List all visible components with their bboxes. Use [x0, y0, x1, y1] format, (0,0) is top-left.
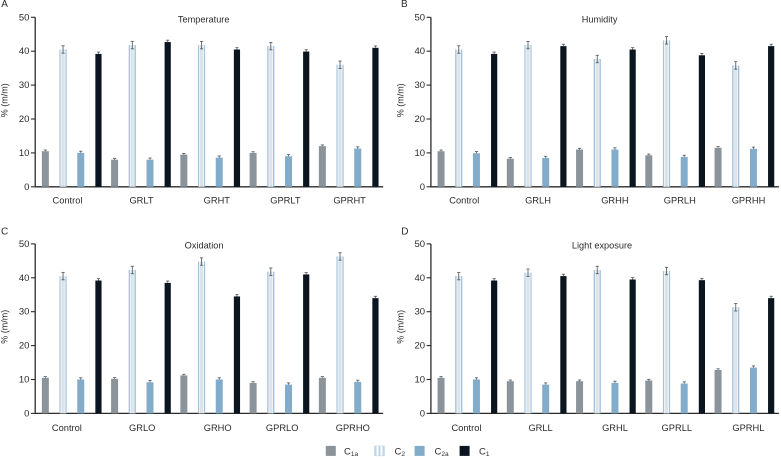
svg-text:Control: Control: [53, 196, 83, 206]
svg-text:GPRHT: GPRHT: [333, 196, 366, 206]
svg-text:% (m/m): % (m/m): [395, 83, 405, 117]
svg-text:GPRLO: GPRLO: [266, 423, 299, 433]
svg-text:GRLT: GRLT: [129, 196, 153, 206]
svg-text:30: 30: [19, 80, 30, 91]
svg-text:Control: Control: [52, 423, 82, 433]
svg-text:20: 20: [415, 114, 426, 125]
svg-text:10: 10: [19, 148, 30, 159]
svg-text:GRLO: GRLO: [129, 423, 155, 433]
svg-text:% (m/m): % (m/m): [0, 310, 10, 344]
svg-text:Light exposure: Light exposure: [572, 241, 632, 251]
svg-text:Oxidation: Oxidation: [185, 241, 224, 251]
svg-text:30: 30: [19, 307, 30, 318]
svg-text:GPRLL: GPRLL: [662, 423, 693, 433]
svg-text:0: 0: [24, 182, 29, 193]
svg-text:GPRLT: GPRLT: [270, 196, 301, 206]
svg-text:40: 40: [415, 46, 426, 57]
svg-text:GRHO: GRHO: [204, 423, 232, 433]
svg-text:B: B: [401, 0, 408, 10]
svg-text:GRHL: GRHL: [602, 423, 628, 433]
svg-text:10: 10: [19, 375, 30, 386]
svg-text:10: 10: [415, 148, 426, 159]
svg-text:GRLL: GRLL: [528, 423, 552, 433]
svg-text:0: 0: [420, 408, 425, 419]
svg-text:0: 0: [24, 408, 29, 419]
svg-text:30: 30: [415, 80, 426, 91]
svg-text:50: 50: [415, 12, 426, 23]
svg-text:Control: Control: [452, 423, 482, 433]
svg-text:20: 20: [19, 114, 30, 125]
svg-text:Humidity: Humidity: [582, 14, 618, 24]
svg-text:50: 50: [415, 239, 426, 250]
svg-text:C2a: C2a: [435, 446, 449, 458]
svg-text:D: D: [401, 227, 408, 238]
svg-text:GPRHH: GPRHH: [732, 196, 766, 206]
svg-text:30: 30: [415, 307, 426, 318]
svg-text:Temperature: Temperature: [178, 14, 230, 24]
svg-text:20: 20: [19, 341, 30, 352]
svg-text:C: C: [1, 227, 8, 238]
svg-text:Control: Control: [449, 196, 479, 206]
svg-text:GPRHO: GPRHO: [336, 423, 370, 433]
svg-text:GPRLH: GPRLH: [664, 196, 696, 206]
svg-text:10: 10: [415, 375, 426, 386]
svg-text:GRLH: GRLH: [525, 196, 551, 206]
svg-text:50: 50: [19, 12, 30, 23]
svg-text:GRHH: GRHH: [601, 196, 628, 206]
svg-text:0: 0: [420, 182, 425, 193]
svg-text:C2: C2: [395, 446, 406, 458]
svg-text:40: 40: [19, 273, 30, 284]
svg-text:GPRHL: GPRHL: [732, 423, 764, 433]
svg-text:20: 20: [415, 341, 426, 352]
svg-text:40: 40: [415, 273, 426, 284]
svg-text:50: 50: [19, 239, 30, 250]
svg-text:GRHT: GRHT: [204, 196, 231, 206]
svg-text:C1a: C1a: [344, 446, 358, 458]
svg-text:% (m/m): % (m/m): [0, 83, 10, 117]
svg-text:% (m/m): % (m/m): [395, 310, 405, 344]
svg-text:C1: C1: [479, 446, 490, 458]
svg-text:A: A: [1, 0, 8, 10]
svg-text:40: 40: [19, 46, 30, 57]
